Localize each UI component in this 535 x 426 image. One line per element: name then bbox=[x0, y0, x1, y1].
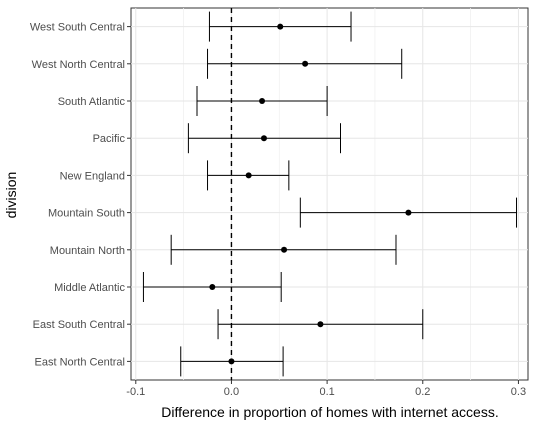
y-tick-label: West South Central bbox=[30, 22, 125, 34]
y-tick-label: South Atlantic bbox=[58, 96, 126, 108]
y-tick-labels: West South Central West North Central Sout… bbox=[30, 22, 131, 369]
estimate-point bbox=[209, 284, 215, 290]
estimate-point bbox=[317, 321, 323, 327]
estimate-point bbox=[259, 98, 265, 104]
y-tick-label: Mountain North bbox=[50, 245, 125, 257]
y-tick-label: New England bbox=[60, 170, 125, 182]
y-tick-label: Middle Atlantic bbox=[54, 282, 125, 294]
y-axis-title: division bbox=[3, 172, 19, 219]
x-axis-title: Difference in proportion of homes with i… bbox=[161, 404, 498, 420]
estimate-point bbox=[281, 247, 287, 253]
x-tick-labels: -0.1 0.0 0.1 0.2 0.3 bbox=[126, 380, 526, 398]
y-tick-label: East South Central bbox=[33, 319, 125, 331]
estimate-point bbox=[261, 135, 267, 141]
x-tick-label: -0.1 bbox=[126, 386, 145, 398]
y-tick-label: Pacific bbox=[93, 133, 126, 145]
estimate-point bbox=[302, 61, 308, 67]
estimate-point bbox=[405, 210, 411, 216]
estimate-point bbox=[277, 24, 283, 30]
x-tick-label: 0.1 bbox=[319, 386, 334, 398]
y-tick-label: East North Central bbox=[35, 356, 125, 368]
estimate-point bbox=[246, 172, 252, 178]
estimate-point bbox=[228, 358, 234, 364]
y-tick-label: Mountain South bbox=[48, 208, 125, 220]
x-tick-label: 0.3 bbox=[511, 386, 526, 398]
y-tick-label: West North Central bbox=[32, 59, 125, 71]
x-tick-label: 0.2 bbox=[415, 386, 430, 398]
x-tick-label: 0.0 bbox=[224, 386, 239, 398]
